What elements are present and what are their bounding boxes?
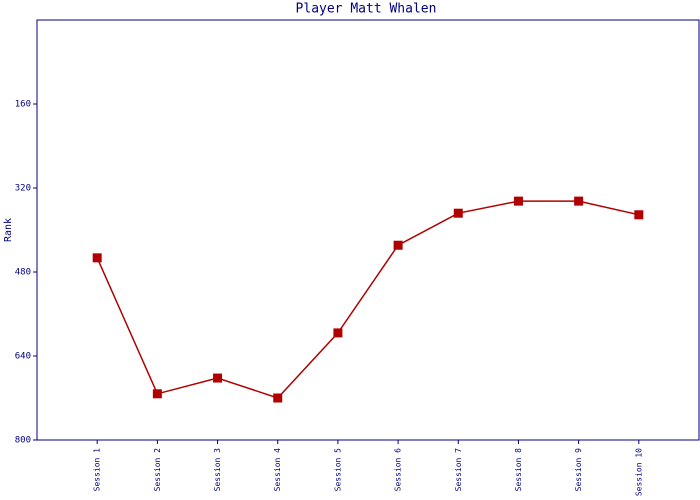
x-tick-label: Session 9 <box>574 448 583 492</box>
point-marker <box>213 373 223 383</box>
x-tick-label: Session 5 <box>333 448 342 492</box>
point-marker <box>393 240 403 250</box>
x-tick-label: Session 8 <box>514 448 523 492</box>
y-axis-label: Rank <box>3 218 14 242</box>
point-marker <box>333 328 343 338</box>
y-tick-label: 480 <box>15 268 31 278</box>
series-line <box>96 200 639 399</box>
y-tick-label: 320 <box>15 184 31 194</box>
x-tick-label: Session 3 <box>213 448 222 492</box>
y-tick-label: 800 <box>15 436 31 446</box>
x-tick-label: Session 4 <box>273 448 282 492</box>
x-tick-label: Session 10 <box>634 448 643 496</box>
point-marker <box>513 196 523 206</box>
point-marker <box>273 393 283 403</box>
point-marker <box>152 389 162 399</box>
chart-title: Player Matt Whalen <box>296 2 437 17</box>
y-tick-label: 160 <box>15 100 31 110</box>
x-tick-label: Session 7 <box>454 448 463 492</box>
y-tick-label: 640 <box>15 352 31 362</box>
x-tick-label: Session 6 <box>394 448 403 492</box>
x-tick-label: Session 1 <box>93 448 102 492</box>
point-marker <box>92 253 102 263</box>
x-tick-label: Session 2 <box>153 448 162 492</box>
point-marker <box>453 208 463 218</box>
plot-frame <box>36 19 700 441</box>
point-marker <box>574 196 584 206</box>
point-marker <box>634 210 644 220</box>
